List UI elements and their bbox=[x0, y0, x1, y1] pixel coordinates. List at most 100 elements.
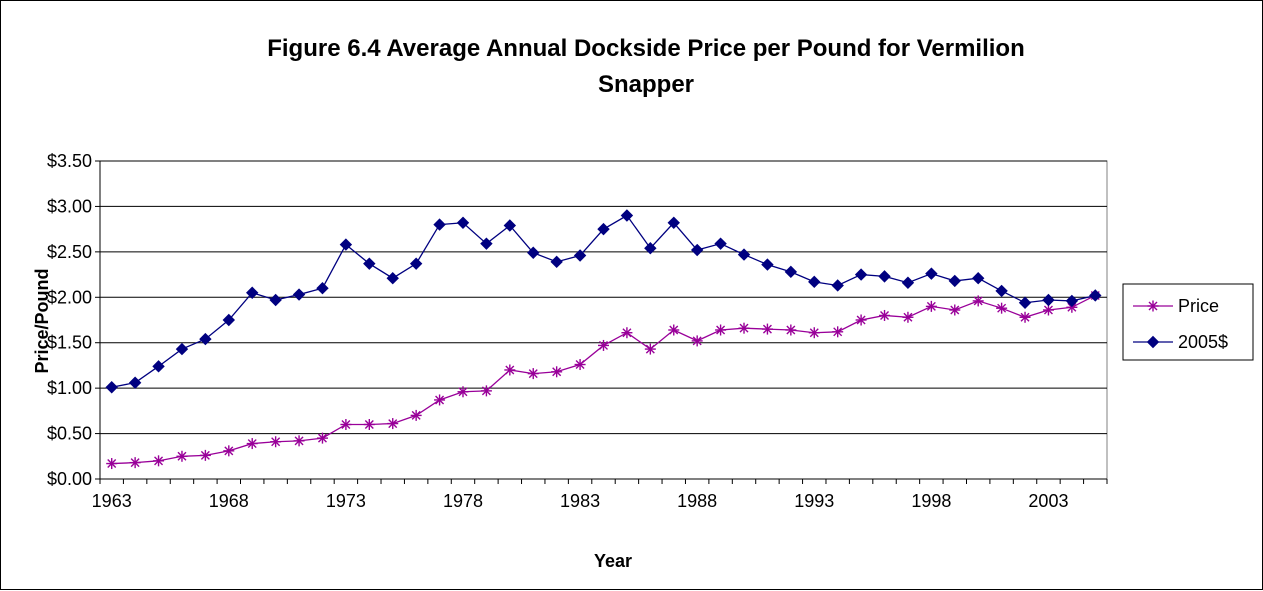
data-point-price bbox=[199, 449, 211, 461]
data-point-2005-dollars bbox=[971, 271, 985, 285]
data-point-price bbox=[832, 326, 844, 338]
x-tick-label: 1988 bbox=[677, 491, 717, 511]
data-point-price bbox=[363, 418, 375, 430]
data-point-2005-dollars bbox=[714, 237, 727, 250]
x-tick-label: 1983 bbox=[560, 491, 600, 511]
data-point-2005-dollars bbox=[503, 219, 517, 232]
data-point-2005-dollars bbox=[386, 271, 399, 285]
data-point-2005-dollars bbox=[644, 242, 657, 255]
legend: Price 2005$ bbox=[1122, 283, 1254, 361]
data-point-price bbox=[925, 300, 937, 312]
data-point-2005-dollars bbox=[1042, 293, 1055, 307]
data-point-price bbox=[949, 304, 961, 316]
y-tick-label: $3.50 bbox=[47, 151, 92, 171]
data-point-price bbox=[270, 436, 282, 448]
data-point-2005-dollars bbox=[995, 284, 1008, 298]
data-point-price bbox=[715, 324, 727, 336]
data-point-price bbox=[293, 435, 305, 447]
chart-title-line-2: Snapper bbox=[598, 71, 694, 98]
data-point-2005-dollars bbox=[901, 276, 915, 289]
data-point-2005-dollars bbox=[316, 281, 329, 295]
data-point-price bbox=[480, 385, 492, 397]
legend-marker-2005-dollars bbox=[1146, 335, 1160, 349]
data-point-price bbox=[808, 327, 820, 339]
legend-items bbox=[1133, 300, 1173, 349]
data-point-2005-dollars bbox=[246, 286, 259, 299]
data-point-price bbox=[457, 386, 469, 398]
data-point-price bbox=[316, 432, 328, 444]
data-point-price bbox=[761, 323, 773, 335]
data-point-price bbox=[1042, 304, 1054, 316]
data-point-2005-dollars bbox=[363, 257, 376, 270]
data-point-price bbox=[246, 438, 258, 450]
data-point-2005-dollars bbox=[128, 376, 142, 389]
data-point-price bbox=[738, 322, 750, 334]
data-point-2005-dollars bbox=[339, 238, 353, 251]
y-tick-label: $2.50 bbox=[47, 242, 92, 262]
data-point-2005-dollars bbox=[761, 258, 774, 271]
series-price bbox=[106, 289, 1101, 470]
data-point-price bbox=[598, 339, 609, 351]
x-tick-label: 1978 bbox=[443, 491, 483, 511]
data-point-2005-dollars bbox=[292, 288, 306, 301]
data-point-price bbox=[668, 324, 680, 336]
data-point-2005-dollars bbox=[527, 246, 540, 259]
data-point-price bbox=[387, 418, 399, 430]
data-point-2005-dollars bbox=[808, 275, 821, 289]
data-point-2005-dollars bbox=[854, 268, 868, 281]
legend-marker-price bbox=[1147, 300, 1159, 312]
data-point-2005-dollars bbox=[925, 267, 938, 280]
data-point-price bbox=[551, 366, 563, 378]
data-point-price bbox=[504, 364, 516, 376]
data-point-price bbox=[691, 335, 703, 347]
data-point-2005-dollars bbox=[105, 381, 118, 394]
data-point-price bbox=[879, 309, 891, 321]
y-axis-title: Price/Pound bbox=[32, 268, 52, 373]
data-point-2005-dollars bbox=[222, 313, 236, 327]
data-point-2005-dollars bbox=[737, 248, 751, 261]
data-point-price bbox=[153, 455, 165, 467]
data-point-price bbox=[1066, 301, 1078, 313]
plot-area bbox=[99, 160, 1108, 480]
data-point-2005-dollars bbox=[480, 237, 493, 250]
data-point-price bbox=[644, 343, 656, 355]
data-point-price bbox=[434, 394, 446, 406]
data-point-2005-dollars bbox=[620, 209, 634, 222]
data-point-price bbox=[410, 409, 422, 421]
x-axis-title: Year bbox=[594, 551, 632, 571]
data-point-price bbox=[996, 302, 1008, 314]
data-point-2005-dollars bbox=[550, 255, 563, 269]
y-tick-label: $1.00 bbox=[47, 378, 92, 398]
data-point-2005-dollars bbox=[784, 265, 798, 279]
chart-title-line-1: Figure 6.4 Average Annual Dockside Price… bbox=[267, 35, 1025, 62]
data-point-2005-dollars bbox=[597, 222, 610, 236]
legend-box bbox=[1122, 283, 1254, 361]
data-point-2005-dollars bbox=[1089, 289, 1102, 302]
legend-label-price: Price bbox=[1178, 296, 1219, 316]
axes: $0.00 $0.50 $1.00 $1.50 $2.00 $2.50 $3.00 $3.50… bbox=[47, 151, 1108, 511]
data-point-2005-dollars bbox=[409, 257, 423, 270]
data-point-price bbox=[621, 327, 633, 339]
data-point-2005-dollars bbox=[690, 243, 704, 257]
data-point-2005-dollars bbox=[831, 279, 844, 292]
y-tick-label: $3.00 bbox=[47, 196, 92, 216]
data-point-price bbox=[129, 457, 141, 469]
data-point-price bbox=[527, 368, 539, 380]
x-tick-label: 1993 bbox=[794, 491, 834, 511]
x-tick-label: 1963 bbox=[92, 491, 132, 511]
data-point-price bbox=[902, 311, 914, 323]
data-point-2005-dollars bbox=[433, 218, 446, 231]
data-point-price bbox=[574, 359, 586, 371]
series-2005-dollars bbox=[105, 209, 1102, 394]
y-tick-label: $0.50 bbox=[47, 424, 92, 444]
data-point-price bbox=[855, 314, 867, 326]
data-point-2005-dollars bbox=[573, 249, 587, 262]
data-point-price bbox=[106, 458, 118, 470]
data-point-price bbox=[340, 418, 352, 430]
data-point-price bbox=[223, 445, 235, 457]
data-point-2005-dollars bbox=[269, 293, 282, 307]
data-point-2005-dollars bbox=[878, 270, 891, 283]
data-point-2005-dollars bbox=[175, 342, 189, 356]
